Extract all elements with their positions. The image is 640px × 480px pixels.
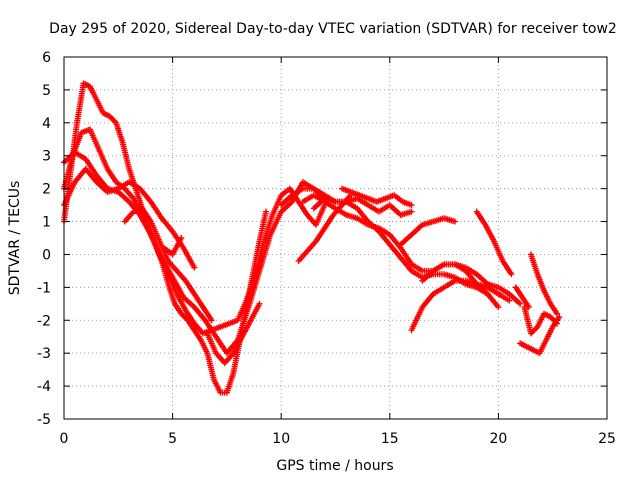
data-point xyxy=(517,300,524,307)
series-arc-13 xyxy=(397,215,458,248)
data-points xyxy=(61,80,563,396)
y-tick-labels: -5 -4 -3 -2 -1 0 1 2 3 4 5 6 xyxy=(37,50,51,428)
series-arc-19 xyxy=(527,251,561,317)
y-tick-label: -2 xyxy=(37,313,51,329)
data-point xyxy=(495,304,502,311)
y-tick-label: -5 xyxy=(37,412,51,428)
x-tick-labels: 0 5 10 15 20 25 xyxy=(60,431,616,447)
data-point xyxy=(556,313,563,320)
data-point xyxy=(178,235,185,241)
x-tick-label: 15 xyxy=(381,431,399,447)
x-tick-label: 0 xyxy=(60,431,69,447)
data-point xyxy=(451,218,458,225)
data-point xyxy=(508,271,515,278)
x-axis-title: GPS time / hours xyxy=(276,458,393,474)
plot-frame xyxy=(63,56,608,420)
y-tick-label: 1 xyxy=(42,215,51,231)
y-tick-label: 2 xyxy=(42,182,51,198)
series-arc-17 xyxy=(512,284,532,311)
chart-title: Day 295 of 2020, Sidereal Day-to-day VTE… xyxy=(49,21,617,37)
series-arc-3 xyxy=(61,149,328,357)
y-axis-title: SDTVAR / TECUs xyxy=(7,181,23,296)
series-arc-14 xyxy=(408,277,513,334)
x-tick-label: 20 xyxy=(489,431,507,447)
y-tick-label: -4 xyxy=(37,379,51,395)
y-tick-label: 3 xyxy=(42,149,51,165)
x-tick-label: 25 xyxy=(598,431,616,447)
series-arc-7 xyxy=(204,300,263,367)
data-point xyxy=(256,300,263,307)
y-tick-label: 5 xyxy=(42,83,51,99)
data-point xyxy=(408,208,415,215)
data-point xyxy=(506,297,513,304)
data-point xyxy=(408,202,415,209)
data-point xyxy=(208,317,215,324)
series-arc-18 xyxy=(521,304,561,337)
series-arc-12 xyxy=(339,185,415,209)
data-point xyxy=(262,208,269,215)
y-tick-label: -1 xyxy=(37,280,51,296)
series-arc-15 xyxy=(419,261,524,307)
grid-lines xyxy=(64,57,607,419)
series-arc-6 xyxy=(160,235,185,258)
series-arc-20 xyxy=(517,313,563,357)
series-arc-11 xyxy=(295,192,354,265)
axis-ticks xyxy=(63,56,608,420)
series-arc-4 xyxy=(61,165,198,271)
x-tick-label: 5 xyxy=(168,431,177,447)
y-tick-label: -3 xyxy=(37,346,51,362)
series-arc-16 xyxy=(473,208,515,278)
y-tick-label: 4 xyxy=(42,116,51,132)
series-arc-5 xyxy=(121,205,215,324)
data-point xyxy=(554,310,561,317)
y-tick-label: 0 xyxy=(42,247,51,263)
data-point xyxy=(191,264,198,271)
x-tick-label: 10 xyxy=(272,431,290,447)
y-tick-label: 6 xyxy=(42,50,51,66)
